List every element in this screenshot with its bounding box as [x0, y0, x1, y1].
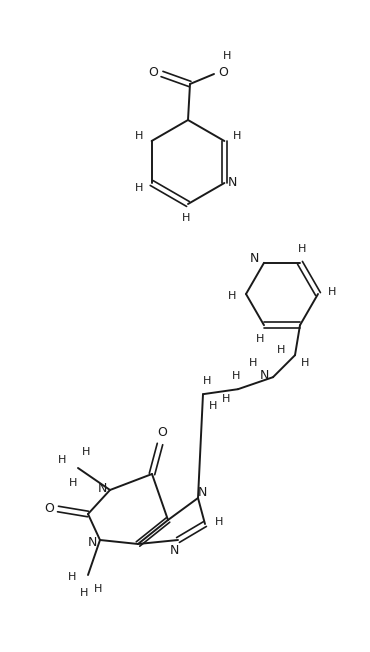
- Text: O: O: [148, 67, 158, 80]
- Text: H: H: [249, 358, 257, 368]
- Text: H: H: [232, 371, 240, 381]
- Text: H: H: [328, 287, 336, 297]
- Text: H: H: [69, 478, 77, 488]
- Text: H: H: [68, 572, 76, 582]
- Text: O: O: [218, 67, 228, 80]
- Text: H: H: [58, 455, 66, 465]
- Text: H: H: [215, 517, 223, 527]
- Text: H: H: [209, 401, 217, 411]
- Text: H: H: [134, 183, 143, 193]
- Text: H: H: [182, 213, 190, 223]
- Text: H: H: [256, 334, 264, 344]
- Text: H: H: [134, 131, 143, 141]
- Text: O: O: [157, 426, 167, 439]
- Text: N: N: [97, 481, 107, 494]
- Text: H: H: [223, 51, 231, 61]
- Text: N: N: [87, 535, 97, 548]
- Text: N: N: [228, 177, 237, 190]
- Text: N: N: [197, 486, 207, 499]
- Text: H: H: [203, 376, 211, 386]
- Text: N: N: [169, 544, 179, 557]
- Text: H: H: [301, 358, 309, 368]
- Text: H: H: [298, 244, 306, 254]
- Text: H: H: [277, 345, 285, 355]
- Text: H: H: [80, 588, 88, 598]
- Text: N: N: [259, 368, 269, 381]
- Text: H: H: [222, 394, 230, 404]
- Text: H: H: [82, 447, 90, 457]
- Text: N: N: [249, 252, 259, 265]
- Text: H: H: [94, 584, 102, 594]
- Text: H: H: [233, 131, 242, 141]
- Text: O: O: [44, 501, 54, 514]
- Text: H: H: [228, 291, 236, 301]
